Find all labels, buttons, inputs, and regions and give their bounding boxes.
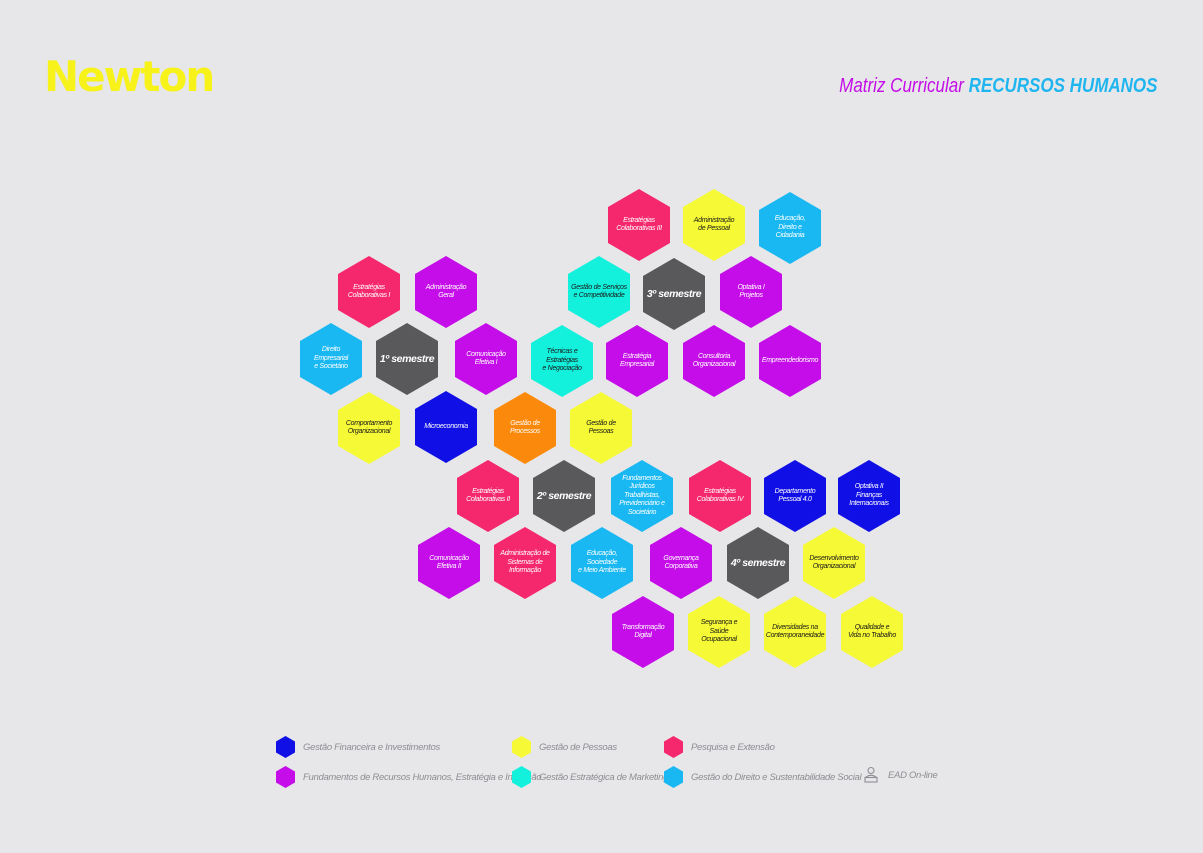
course-hex: Qualidade e Vida no Trabalho <box>841 596 903 668</box>
course-label: Administração de Sistemas de Informação <box>500 550 550 575</box>
course-hex: Estratégia Empresarial <box>606 325 668 397</box>
course-hex: Comportamento Organizacional <box>338 392 400 464</box>
semester-label: 2º semestre <box>536 490 592 502</box>
course-label: Estratégias Colaborativas I <box>347 283 391 300</box>
course-hex: Fundamentos Jurídicos Trabalhistas, Previde… <box>611 460 673 532</box>
course-label: Desenvolvimento Organizacional <box>809 554 859 571</box>
course-label: Educação, Sociedade e Meio Ambiente <box>578 550 626 575</box>
course-label: Estratégias Colaborativas IV <box>696 487 744 504</box>
course-hex: Diversidades na Contemporaneidade <box>764 596 826 668</box>
course-label: Estratégias Colaborativas II <box>466 487 510 504</box>
semester-label: 1º semestre <box>379 353 435 365</box>
course-label: Administração de Pessoal <box>693 216 735 233</box>
course-hex: Segurança e Saúde Ocupacional <box>688 596 750 668</box>
course-hex: Transformação Digital <box>612 596 674 668</box>
semester-hex: 3º semestre <box>643 258 705 330</box>
title-course: RECURSOS HUMANOS <box>968 75 1157 97</box>
course-label: Comportamento Organizacional <box>345 419 393 436</box>
course-label: Departamento Pessoal 4.0 <box>774 487 816 504</box>
course-label: Estratégias Colaborativas III <box>616 216 662 233</box>
course-hex: Microeconomia <box>415 391 477 463</box>
course-hex: Estratégias Colaborativas III <box>608 189 670 261</box>
course-hex: Administração de Pessoal <box>683 189 745 261</box>
course-hex: Desenvolvimento Organizacional <box>803 527 865 599</box>
course-hex: Comunicação Efetiva I <box>455 323 517 395</box>
course-hex: Técnicas e Estratégias e Negociação <box>531 325 593 397</box>
course-label: Educação, Direito e Cidadania <box>774 215 806 240</box>
course-label: Técnicas e Estratégias e Negociação <box>542 348 582 373</box>
course-hex: Empreendedorismo <box>759 325 821 397</box>
course-label: Diversidades na Contemporaneidade <box>765 623 825 640</box>
course-label: Consultoria Organizacional <box>692 352 736 369</box>
course-label: Transformação Digital <box>621 623 665 640</box>
course-hex: Gestão de Pessoas <box>570 392 632 464</box>
course-hex: Governança Corporativa <box>650 527 712 599</box>
newton-logo: Newton <box>44 52 215 101</box>
course-hex: Optativa I Projetos <box>720 256 782 328</box>
course-label: Optativa II Finanças Internacionais <box>849 483 889 508</box>
course-hex: Direito Empresarial e Societário <box>300 323 362 395</box>
course-hex: Gestão de Serviços e Competitividade <box>568 256 630 328</box>
course-hex: Administração de Sistemas de Informação <box>494 527 556 599</box>
course-label: Governança Corporativa <box>663 554 699 571</box>
course-hex: Comunicação Efetiva II <box>418 527 480 599</box>
course-label: Gestão de Pessoas <box>586 419 616 436</box>
semester-hex: 4º semestre <box>727 527 789 599</box>
course-hex: Estratégias Colaborativas I <box>338 256 400 328</box>
course-label: Segurança e Saúde Ocupacional <box>700 619 738 644</box>
course-hex: Optativa II Finanças Internacionais <box>838 460 900 532</box>
semester-label: 4º semestre <box>730 557 786 569</box>
course-label: Direito Empresarial e Societário <box>313 346 349 371</box>
semester-label: 3º semestre <box>646 288 702 300</box>
course-label: Optativa I Projetos <box>737 283 765 300</box>
semester-hex: 2º semestre <box>533 460 595 532</box>
course-label: Comunicação Efetiva I <box>466 350 506 367</box>
course-label: Comunicação Efetiva II <box>429 554 469 571</box>
course-label: Empreendedorismo <box>761 356 819 364</box>
course-hex: Administração Geral <box>415 256 477 328</box>
course-hex: Gestão de Processos <box>494 392 556 464</box>
course-label: Qualidade e Vida no Trabalho <box>848 623 896 640</box>
course-hex: Educação, Sociedade e Meio Ambiente <box>571 527 633 599</box>
course-hex: Educação, Direito e Cidadania <box>759 192 821 264</box>
page-title: Matriz Curricular RECURSOS HUMANOS <box>839 76 1157 96</box>
course-label: Gestão de Serviços e Competitividade <box>571 283 627 300</box>
course-label: Estratégia Empresarial <box>619 352 655 369</box>
course-hex: Estratégias Colaborativas IV <box>689 460 751 532</box>
course-label: Microeconomia <box>424 422 468 430</box>
course-label: Gestão de Processos <box>510 419 540 436</box>
course-hex: Departamento Pessoal 4.0 <box>764 460 826 532</box>
semester-hex: 1º semestre <box>376 323 438 395</box>
course-label: Administração Geral <box>425 283 467 300</box>
course-hex: Consultoria Organizacional <box>683 325 745 397</box>
title-prefix: Matriz Curricular <box>838 75 964 97</box>
course-label: Fundamentos Jurídicos Trabalhistas, Previde… <box>619 474 665 516</box>
course-hex: Estratégias Colaborativas II <box>457 460 519 532</box>
